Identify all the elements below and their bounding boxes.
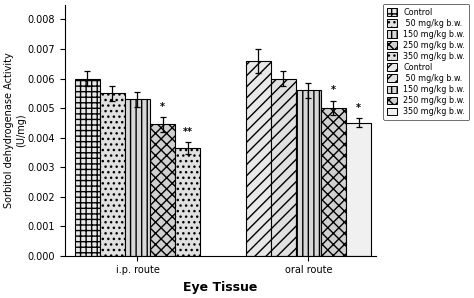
Bar — [296, 90, 321, 256]
Text: *: * — [331, 85, 336, 95]
Text: **: ** — [182, 127, 192, 137]
Bar — [321, 108, 346, 256]
Bar — [246, 61, 271, 256]
Bar — [271, 78, 296, 256]
Bar — [150, 124, 175, 256]
Bar — [175, 148, 200, 256]
Text: *: * — [160, 102, 165, 111]
X-axis label: Eye Tissue: Eye Tissue — [183, 281, 257, 294]
Text: *: * — [356, 103, 361, 113]
Bar — [125, 99, 150, 256]
Y-axis label: Sorbitol dehydrogenase Activity
(U/mg): Sorbitol dehydrogenase Activity (U/mg) — [4, 52, 26, 208]
Legend: Control,  50 mg/kg b.w., 150 mg/kg b.w., 250 mg/kg b.w., 350 mg/kg b.w., Control: Control, 50 mg/kg b.w., 150 mg/kg b.w., … — [383, 4, 469, 120]
Bar — [346, 123, 371, 256]
Bar — [100, 93, 125, 256]
Bar — [75, 78, 100, 256]
